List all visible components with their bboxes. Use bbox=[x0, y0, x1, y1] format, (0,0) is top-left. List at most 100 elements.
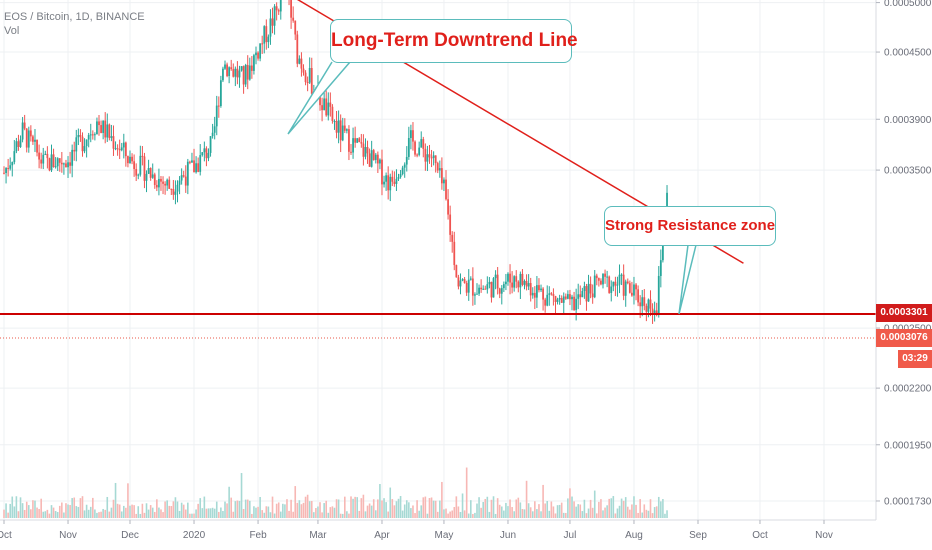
time-tick-label: Feb bbox=[249, 530, 267, 541]
volume-bar bbox=[660, 501, 662, 518]
candle-body bbox=[633, 284, 635, 296]
volume-bar bbox=[463, 510, 466, 518]
volume-bar bbox=[61, 502, 63, 518]
volume-bar bbox=[655, 506, 658, 518]
candle-body bbox=[554, 296, 557, 302]
volume-bar bbox=[575, 506, 577, 518]
candle-body bbox=[579, 294, 582, 298]
volume-bar bbox=[234, 501, 237, 518]
volume-bar bbox=[226, 503, 228, 518]
volume-bar bbox=[525, 480, 528, 518]
candle-body bbox=[374, 154, 377, 160]
candle-body bbox=[271, 18, 274, 26]
candle-body bbox=[77, 134, 80, 138]
volume-bar bbox=[325, 500, 328, 518]
volume-bar bbox=[145, 503, 148, 518]
volume-bar bbox=[160, 509, 162, 518]
volume-bar bbox=[203, 496, 206, 518]
volume-bar bbox=[294, 486, 297, 518]
volume-bar bbox=[387, 511, 389, 518]
candle-body bbox=[255, 52, 257, 56]
volume-bar bbox=[486, 496, 489, 518]
volume-bar bbox=[554, 513, 557, 518]
candle-body bbox=[122, 142, 125, 148]
candle-body bbox=[217, 105, 220, 107]
volume-bar bbox=[548, 510, 551, 518]
candle-body bbox=[418, 147, 421, 155]
volume-bar bbox=[562, 512, 565, 518]
candle-body bbox=[544, 299, 547, 306]
volume-bar bbox=[133, 505, 135, 518]
candle-body bbox=[191, 160, 193, 163]
volume-bar bbox=[358, 510, 361, 518]
candle-body bbox=[461, 279, 464, 281]
candle-body bbox=[614, 281, 617, 286]
candle-body bbox=[443, 179, 445, 184]
candle-body bbox=[610, 286, 613, 293]
volume-bar bbox=[366, 505, 369, 518]
candle-body bbox=[172, 189, 175, 195]
time-tick-label: Oct bbox=[0, 530, 12, 541]
candle-body bbox=[502, 284, 505, 289]
volume-bar bbox=[478, 497, 480, 518]
candle-body bbox=[360, 142, 363, 144]
volume-bar bbox=[569, 488, 571, 518]
candle-body bbox=[65, 163, 67, 168]
candle-body bbox=[178, 180, 181, 185]
candle-body bbox=[44, 153, 47, 155]
candle-body bbox=[62, 163, 65, 165]
candle-body bbox=[106, 124, 109, 138]
volume-bar bbox=[21, 503, 24, 518]
candle-body bbox=[337, 120, 340, 133]
candle-body bbox=[116, 148, 119, 150]
volume-bar bbox=[13, 506, 16, 518]
volume-bar bbox=[259, 496, 261, 518]
downtrend-callout[interactable]: Long-Term Downtrend Line bbox=[330, 19, 578, 63]
volume-bar bbox=[426, 513, 429, 518]
candle-body bbox=[257, 52, 259, 59]
volume-bar bbox=[255, 507, 257, 518]
candle-body bbox=[250, 65, 253, 71]
candle-body bbox=[60, 162, 63, 165]
candle-body bbox=[21, 122, 24, 140]
candle-body bbox=[36, 139, 38, 153]
candle-body bbox=[604, 273, 606, 277]
candle-body bbox=[527, 283, 530, 287]
candle-body bbox=[145, 173, 148, 181]
candle-body bbox=[465, 282, 468, 293]
volume-bar bbox=[310, 500, 313, 518]
candle-body bbox=[445, 179, 447, 200]
candle-body bbox=[7, 168, 10, 170]
candle-body bbox=[486, 284, 489, 290]
candle-body bbox=[566, 294, 569, 299]
volume-bar bbox=[327, 512, 330, 518]
candle-body bbox=[362, 143, 365, 157]
candle-body bbox=[327, 102, 330, 116]
resistance-callout[interactable]: Strong Resistance zone bbox=[604, 206, 776, 246]
volume-bar bbox=[187, 502, 189, 518]
volume-bar bbox=[54, 511, 57, 518]
candle-body bbox=[267, 36, 270, 43]
volume-bar bbox=[81, 496, 84, 518]
candle-body bbox=[73, 149, 76, 152]
volume-bar bbox=[269, 512, 272, 518]
volume-bar bbox=[492, 496, 495, 518]
candle-body bbox=[649, 299, 652, 309]
volume-bar bbox=[131, 504, 133, 518]
candle-body bbox=[226, 64, 228, 77]
volume-bar bbox=[560, 502, 563, 518]
candle-body bbox=[248, 65, 251, 80]
volume-bar bbox=[176, 501, 179, 518]
time-tick-label: Jun bbox=[500, 530, 516, 541]
volume-bar bbox=[240, 473, 243, 518]
candle-body bbox=[420, 139, 423, 148]
volume-label: Vol bbox=[4, 25, 20, 37]
candle-body bbox=[339, 120, 342, 141]
volume-bar bbox=[624, 497, 627, 518]
candle-body bbox=[513, 276, 516, 288]
candle-body bbox=[389, 176, 392, 191]
volume-bar bbox=[465, 467, 468, 518]
volume-bar bbox=[649, 499, 652, 518]
candle-body bbox=[230, 67, 233, 70]
